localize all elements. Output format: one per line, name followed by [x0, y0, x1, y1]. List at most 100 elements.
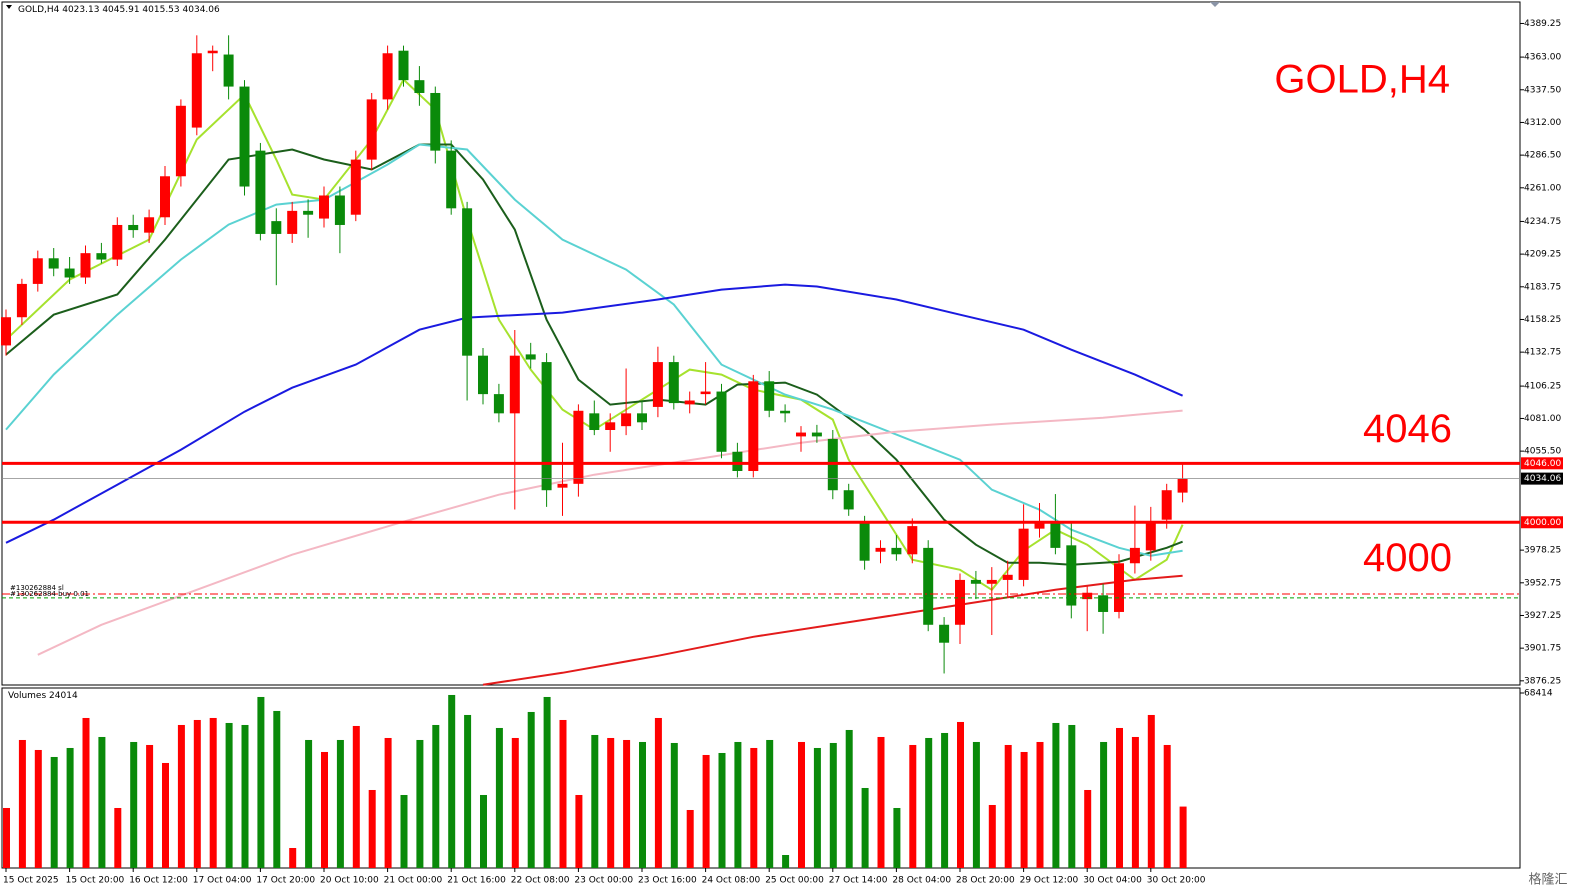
candle-body	[1066, 545, 1077, 606]
level-box	[1521, 516, 1563, 529]
y-tick-label: 4363.00	[1524, 53, 1561, 63]
volume-bar	[432, 724, 440, 868]
candle-body	[478, 355, 488, 395]
shift-marker	[1210, 2, 1220, 7]
volume-bar	[893, 807, 901, 868]
candle-body	[1050, 522, 1061, 548]
y-tick-label: 4234.75	[1524, 217, 1561, 227]
volume-bar	[527, 711, 535, 868]
volume-bar	[321, 751, 328, 868]
chart-title: GOLD,H4	[1274, 58, 1450, 102]
candle-body	[1177, 478, 1188, 493]
y-tick-label: 4337.50	[1524, 85, 1561, 95]
candle-body	[732, 451, 743, 472]
candle-body	[493, 394, 504, 414]
volume-bar	[114, 807, 122, 868]
candle-body	[525, 354, 536, 360]
volume-bar	[766, 739, 774, 868]
volume-bar	[257, 696, 265, 868]
x-tick-label: 28 Oct 20:00	[956, 876, 1015, 886]
candle-body	[112, 224, 123, 260]
volume-bar	[98, 736, 106, 868]
close: 4034.06	[183, 5, 220, 15]
volume-bar	[289, 847, 297, 868]
candle-body	[716, 391, 727, 452]
volume-bar	[448, 694, 456, 868]
x-tick-label: 15 Oct 2025	[3, 876, 59, 886]
y-tick-label: 4209.25	[1524, 250, 1561, 260]
candle-body	[811, 432, 822, 437]
level-annotation: 4000	[1363, 536, 1452, 580]
candle-body	[255, 150, 266, 234]
order-label: #130262884 sl	[10, 584, 64, 592]
volume-tick-label: 68414	[1524, 689, 1553, 699]
candle-body	[668, 362, 679, 404]
volume-bar	[877, 736, 885, 868]
y-tick-label: 4081.00	[1524, 414, 1561, 424]
candle-body	[223, 54, 234, 87]
volume-bar	[1100, 741, 1108, 868]
volume-bar	[511, 737, 519, 868]
candle-body	[589, 413, 600, 430]
x-tick-label: 23 Oct 00:00	[574, 876, 633, 886]
volume-bar	[1163, 744, 1171, 868]
volume-bar	[845, 729, 853, 868]
level-axis-label: 4000.00	[1524, 518, 1561, 528]
moving-average	[5, 283, 1184, 544]
volume-bar	[50, 756, 58, 868]
candle-body	[748, 381, 759, 472]
candle-body	[398, 50, 409, 81]
candle-body	[48, 258, 59, 269]
volume-bar	[909, 744, 917, 868]
candle-body	[1082, 592, 1093, 600]
candle-body	[175, 105, 186, 177]
candle-body	[573, 410, 584, 484]
volume-bar	[623, 739, 631, 868]
volume-bar	[734, 741, 742, 868]
candle-body	[621, 413, 632, 427]
volume-title: Volumes	[8, 691, 46, 701]
y-tick-label: 3876.25	[1524, 676, 1561, 686]
candle-body	[684, 400, 695, 405]
x-tick-label: 25 Oct 00:00	[765, 876, 824, 886]
volume-bar	[1068, 724, 1076, 868]
candle-body	[144, 217, 155, 233]
volume-bar	[1179, 806, 1187, 868]
volume-bar	[146, 744, 154, 868]
volume-bar	[368, 789, 376, 868]
candle-body	[287, 210, 298, 234]
volume-bar	[543, 696, 551, 868]
candle-body	[891, 547, 902, 555]
candle-body	[303, 210, 314, 215]
candle-body	[1002, 574, 1013, 580]
x-tick-label: 17 Oct 04:00	[193, 876, 252, 886]
y-tick-label: 3901.75	[1524, 644, 1561, 654]
volume-bar	[1131, 736, 1139, 868]
volume-bar	[225, 722, 233, 868]
y-tick-label: 4389.25	[1524, 19, 1561, 29]
volume-bar	[782, 854, 790, 868]
volume-bar	[162, 762, 169, 868]
candle-body	[970, 579, 981, 584]
x-tick-label: 21 Oct 00:00	[384, 876, 443, 886]
volume-bar	[1020, 751, 1028, 868]
candle-body	[350, 159, 361, 215]
candle-body	[334, 195, 345, 225]
volume-bar	[972, 741, 980, 868]
candle-body	[462, 208, 473, 356]
volume-bar	[66, 747, 74, 868]
candle-body	[875, 547, 886, 552]
candle-body	[1, 317, 11, 346]
volume-bar	[400, 794, 408, 868]
y-tick-label: 4055.50	[1524, 447, 1561, 457]
volume-bar	[352, 725, 360, 868]
candle-body	[191, 53, 202, 128]
volume-bar	[686, 809, 694, 868]
volume-bar	[480, 794, 487, 868]
volume-bar	[559, 719, 567, 868]
volume-bar	[193, 719, 201, 868]
candle-body	[128, 224, 139, 231]
x-tick-label: 28 Oct 04:00	[892, 876, 951, 886]
x-tick-label: 30 Oct 20:00	[1147, 876, 1206, 886]
volume-bar	[336, 739, 344, 868]
